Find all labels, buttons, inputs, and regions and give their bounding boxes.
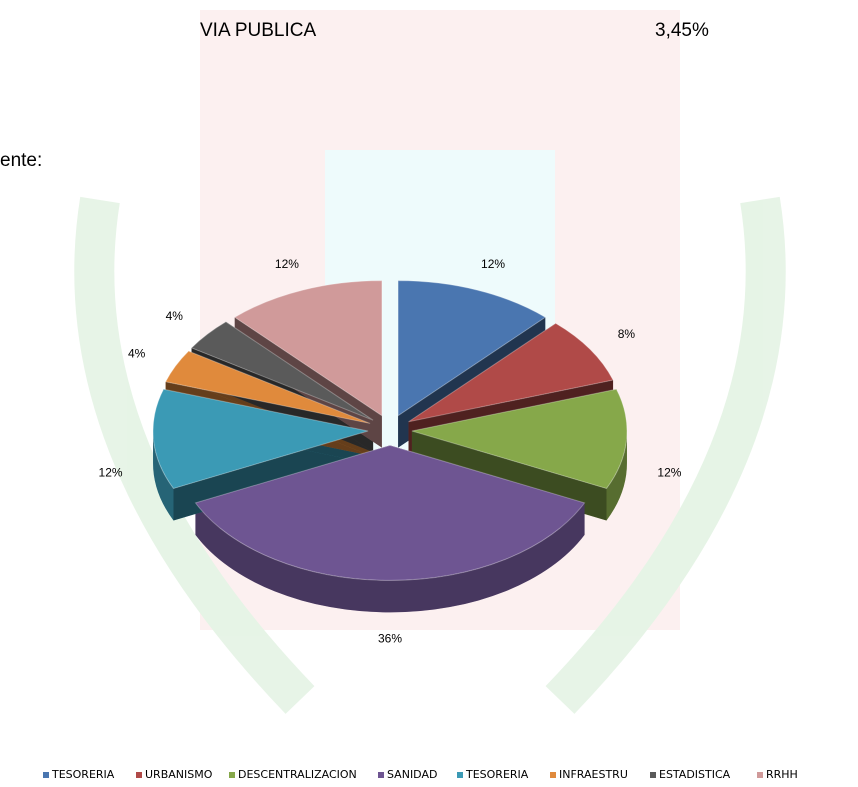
pie-chart: 12% 8% 12% 36% 12% 4% 4% 12%: [99, 257, 682, 645]
legend-swatch: [378, 772, 384, 778]
legend-label: RRHH: [766, 768, 798, 781]
legend-label: URBANISMO: [145, 768, 213, 781]
data-label: 12%: [275, 257, 299, 271]
slice-shade: [153, 430, 174, 521]
slice: [152, 388, 369, 490]
slice-side: [606, 430, 627, 521]
slice: [190, 321, 374, 421]
slice-shade: [195, 502, 585, 613]
row-label: VIA PUBLICA: [200, 20, 316, 41]
legend: TESORERIA URBANISMO DESCENTRALIZACION SANID…: [43, 768, 798, 781]
legend-swatch: [43, 772, 49, 778]
slice-tops: [152, 280, 628, 581]
slice: [408, 322, 614, 423]
slice: [164, 350, 371, 424]
slice-side: [153, 430, 174, 521]
slice-shade: [606, 430, 627, 521]
row-value: 3,45%: [655, 20, 709, 41]
legend-swatch: [650, 772, 656, 778]
legend-swatch: [136, 772, 142, 778]
data-label: 12%: [657, 465, 681, 479]
data-label: 12%: [481, 257, 505, 271]
legend-label: SANIDAD: [387, 768, 437, 781]
slice: [233, 280, 383, 417]
legend-swatch: [229, 772, 235, 778]
data-label: 12%: [99, 465, 123, 479]
legend-label: TESORERIA: [51, 768, 115, 781]
data-label: 4%: [128, 347, 146, 361]
legend-swatch: [757, 772, 763, 778]
data-label: 4%: [166, 309, 184, 323]
data-label: 8%: [618, 327, 636, 341]
legend-label: TESORERIA: [465, 768, 529, 781]
data-label: 36%: [378, 632, 402, 646]
legend-label: DESCENTRALIZACION: [238, 768, 357, 781]
text-fragment: ente:: [0, 150, 42, 171]
legend-label: ESTADISTICA: [659, 768, 731, 781]
slice: [397, 280, 547, 417]
legend-swatch: [457, 772, 463, 778]
slice: [411, 388, 628, 490]
legend-swatch: [550, 772, 556, 778]
legend-label: INFRAESTRU: [559, 768, 628, 781]
slice: [194, 444, 586, 581]
slice-side: [195, 502, 585, 613]
